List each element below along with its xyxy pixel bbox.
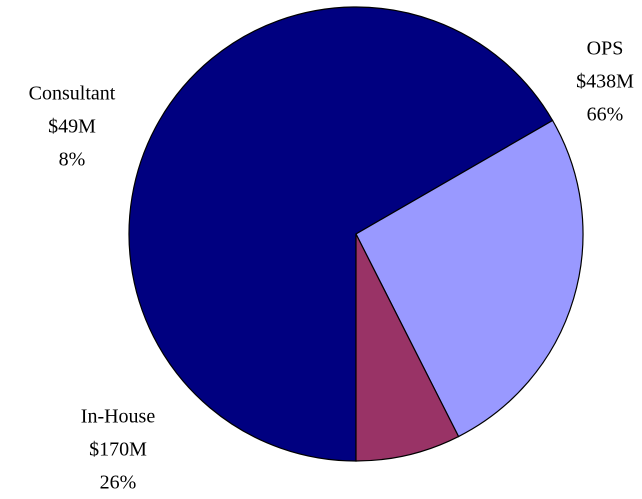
pie-slice — [355, 119, 584, 438]
pie-slice — [355, 233, 460, 462]
value-label: $49M — [48, 116, 96, 138]
slice-label: In-House — [81, 406, 156, 428]
value-label: $438M — [576, 71, 634, 93]
slice-label: Consultant — [29, 83, 116, 105]
percent-label: 26% — [100, 472, 137, 494]
percent-label: 8% — [59, 149, 86, 171]
slice-label: OPS — [587, 38, 624, 60]
value-label: $170M — [89, 439, 147, 461]
pie-slice — [128, 6, 554, 462]
percent-label: 66% — [587, 104, 624, 126]
